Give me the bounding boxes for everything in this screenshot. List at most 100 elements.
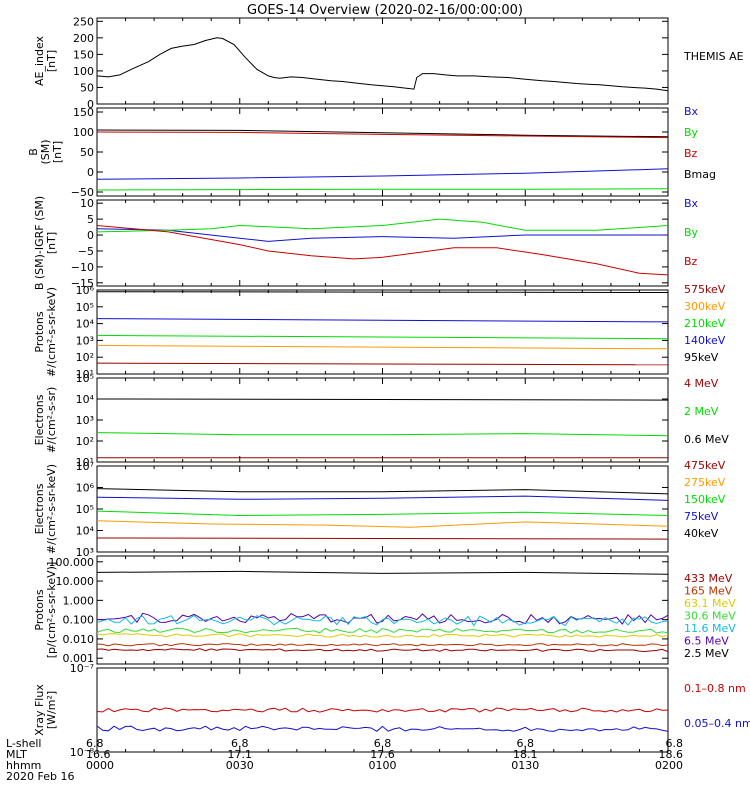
y-axis-label: Protons[p/(cm²-s-sr-keV)] <box>33 562 58 659</box>
y-tick-label: 10⁻⁸ <box>70 746 95 759</box>
series-30-6-MeV <box>96 627 669 634</box>
legend-entry: By <box>684 126 699 139</box>
y-tick-label: 0 <box>87 98 94 111</box>
legend-entry: 11.6 MeV <box>684 622 736 635</box>
series-2-5-MeV <box>96 570 669 575</box>
panel-frame <box>96 17 669 105</box>
series-Bx <box>96 168 669 180</box>
x-row-name: L-shell <box>6 737 42 750</box>
x-row-name: MLT <box>6 748 27 761</box>
series-300keV <box>96 344 669 350</box>
y-axis-label: B(SM)[nT] <box>27 139 64 164</box>
y-tick-label: 10² <box>76 351 94 364</box>
series-140keV <box>96 318 669 323</box>
x-tick-label: 0100 <box>369 759 397 772</box>
y-tick-label: 150 <box>73 48 94 61</box>
series-150keV <box>96 510 669 517</box>
x-tick-label: 0000 <box>86 759 114 772</box>
series-0-1-0-8-nm <box>96 707 669 713</box>
y-tick-label: 10⁶ <box>76 482 95 495</box>
y-axis-label: Electrons#/(cm²-s-sr) <box>33 387 58 454</box>
y-tick-label: 10⁵ <box>76 503 94 516</box>
panel-frame <box>96 199 669 287</box>
legend-entry: By <box>684 226 699 239</box>
y-tick-label: 0.100 <box>63 614 95 627</box>
series-Bz <box>96 225 669 276</box>
series-Bz <box>96 131 669 139</box>
legend-entry: Bx <box>684 197 699 210</box>
legend-entry: Bmag <box>684 168 716 181</box>
y-tick-label: 10⁶ <box>76 284 95 297</box>
y-tick-label: 10⁻⁷ <box>70 662 94 675</box>
y-axis-label: Protons#/(cm²-s-sr-keV) <box>33 287 58 377</box>
y-axis-label: B (SM)-IGRF (SM)[nT] <box>33 196 58 290</box>
x-tick-label: 6.8 <box>374 737 392 750</box>
series-40keV <box>96 488 669 495</box>
y-tick-label: −5 <box>78 245 94 258</box>
series-Bmag <box>96 129 669 138</box>
series-Bx <box>96 228 668 242</box>
x-tick-label: 16.6 <box>86 748 111 761</box>
series-275keV <box>96 520 669 528</box>
y-tick-label: 10¹ <box>76 456 94 469</box>
legend-entry: 433 MeV <box>684 572 733 585</box>
y-tick-label: 10⁴ <box>76 318 95 331</box>
legend-entry: 0.1–0.8 nm <box>684 682 746 695</box>
y-axis-label: AE_index[nT] <box>33 35 58 86</box>
x-tick-label: 0130 <box>511 759 539 772</box>
panel-ae: 250 200 150 100 50 0 AE_index[nT] THEMIS AE <box>33 15 744 111</box>
y-tick-label: 100 <box>73 126 94 139</box>
series-0-05-0-4-nm <box>96 725 669 732</box>
series-0-6-MeV <box>96 398 669 401</box>
y-tick-label: 10⁵ <box>76 372 94 385</box>
panel-frame <box>96 107 669 197</box>
legend-entry: 165 MeV <box>684 585 733 598</box>
x-tick-label: 17.1 <box>228 748 253 761</box>
legend-entry: 275keV <box>684 476 726 489</box>
legend-entry: 575keV <box>684 283 726 296</box>
panel-xray: 10⁻⁷ 10⁻⁸ Xray Flux[W/m²] 0.1–0.8 nm 0.05–0.… <box>33 662 750 759</box>
series-11-6-MeV <box>96 614 669 627</box>
y-tick-label: 100.000 <box>49 556 95 569</box>
x-tick-label: 18.6 <box>659 748 684 761</box>
y-tick-label: 10 <box>80 197 94 210</box>
legend-entry: Bz <box>684 147 698 160</box>
series-6-5-MeV <box>96 612 669 625</box>
y-tick-label: 0.001 <box>63 652 95 665</box>
y-tick-label: 10⁷ <box>76 460 94 473</box>
panel-electrons2: 10⁷ 10⁶ 10⁵ 10⁴ 10³ Electrons#/(cm²-s-sr-keV)… <box>33 459 726 559</box>
x-tick-label: 18.1 <box>513 748 538 761</box>
panel-bigrf: 10 5 0 −5 −10 −15 B (SM)-IGRF (SM)[nT] Bx By Bz <box>33 196 699 290</box>
y-tick-label: 10³ <box>76 546 94 559</box>
x-tick-label: 6.8 <box>517 737 535 750</box>
legend-entry: 0.6 MeV <box>684 433 729 446</box>
y-tick-label: 10⁴ <box>76 393 95 406</box>
y-tick-label: 1.000 <box>63 594 95 607</box>
y-tick-label: 50 <box>80 81 94 94</box>
panel-protons1: 10⁶ 10⁵ 10⁴ 10³ 10² 10¹ Protons#/(cm²-s-sr-keV… <box>33 283 726 381</box>
legend-entry: 2.5 MeV <box>684 647 729 660</box>
y-tick-label: 0 <box>87 229 94 242</box>
legend-entry: 0.05–0.4 nm <box>684 717 750 730</box>
y-axis-label: Electrons#/(cm²-s-sr-keV) <box>33 464 58 554</box>
y-tick-label: 50 <box>80 146 94 159</box>
date-label: 2020 Feb 16 <box>6 770 74 783</box>
legend-entry: 475keV <box>684 459 726 472</box>
series-575keV <box>96 362 669 366</box>
series-75keV <box>96 495 669 501</box>
series-165-MeV <box>96 643 669 647</box>
series-By <box>96 218 669 233</box>
legend-entry: 4 MeV <box>684 377 719 390</box>
y-tick-label: 250 <box>73 15 94 28</box>
y-tick-label: 10¹ <box>76 368 94 381</box>
x-tick-label: 17.6 <box>370 748 395 761</box>
legend-entry: 150keV <box>684 493 726 506</box>
y-tick-label: 0 <box>87 166 94 179</box>
legend-entry: 300keV <box>684 300 726 313</box>
x-tick-label: 6.8 <box>231 737 249 750</box>
legend-entry: 6.5 MeV <box>684 635 729 648</box>
panel-bsm: 150 100 50 0 −50 B(SM)[nT] Bx By Bz Bmag <box>27 105 716 199</box>
series-THEMIS-AE <box>96 37 669 92</box>
